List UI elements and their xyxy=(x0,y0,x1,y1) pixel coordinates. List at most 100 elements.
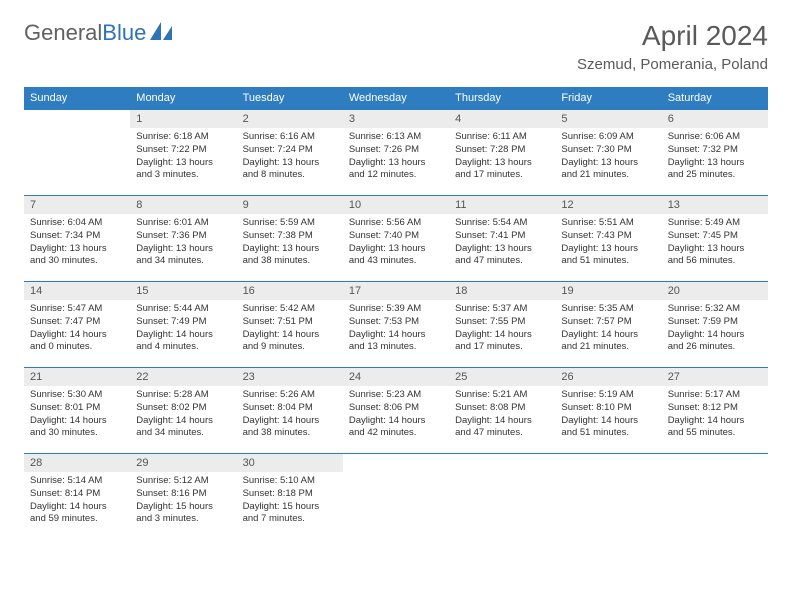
day-line: and 8 minutes. xyxy=(243,169,337,182)
day-line: Sunset: 7:49 PM xyxy=(136,316,230,329)
day-line: and 13 minutes. xyxy=(349,341,443,354)
day-body: Sunrise: 6:13 AMSunset: 7:26 PMDaylight:… xyxy=(343,128,449,186)
day-body: Sunrise: 6:16 AMSunset: 7:24 PMDaylight:… xyxy=(237,128,343,186)
day-line: Daylight: 13 hours xyxy=(136,157,230,170)
day-line: Daylight: 14 hours xyxy=(455,415,549,428)
day-line: and 17 minutes. xyxy=(455,169,549,182)
day-line: Daylight: 13 hours xyxy=(349,243,443,256)
month-title: April 2024 xyxy=(577,20,768,52)
weekday-header: Saturday xyxy=(662,87,768,110)
day-body xyxy=(555,460,661,467)
day-number: 18 xyxy=(449,282,555,300)
calendar-cell xyxy=(24,110,130,196)
calendar-cell: 26Sunrise: 5:19 AMSunset: 8:10 PMDayligh… xyxy=(555,368,661,454)
day-line: Sunrise: 5:54 AM xyxy=(455,217,549,230)
day-line: Sunrise: 5:28 AM xyxy=(136,389,230,402)
day-line: Daylight: 14 hours xyxy=(30,501,124,514)
calendar-cell: 6Sunrise: 6:06 AMSunset: 7:32 PMDaylight… xyxy=(662,110,768,196)
day-number: 10 xyxy=(343,196,449,214)
calendar-cell: 29Sunrise: 5:12 AMSunset: 8:16 PMDayligh… xyxy=(130,454,236,540)
day-line: Daylight: 14 hours xyxy=(668,329,762,342)
day-line: and 30 minutes. xyxy=(30,255,124,268)
day-line: Daylight: 13 hours xyxy=(455,243,549,256)
day-body: Sunrise: 5:49 AMSunset: 7:45 PMDaylight:… xyxy=(662,214,768,272)
day-line: Sunset: 7:55 PM xyxy=(455,316,549,329)
day-number: 14 xyxy=(24,282,130,300)
day-line: Sunset: 7:47 PM xyxy=(30,316,124,329)
weekday-header: Wednesday xyxy=(343,87,449,110)
day-line: and 21 minutes. xyxy=(561,341,655,354)
day-body: Sunrise: 5:47 AMSunset: 7:47 PMDaylight:… xyxy=(24,300,130,358)
day-line: Sunset: 7:26 PM xyxy=(349,144,443,157)
day-body: Sunrise: 5:39 AMSunset: 7:53 PMDaylight:… xyxy=(343,300,449,358)
calendar-cell xyxy=(555,454,661,540)
day-line: Sunset: 7:51 PM xyxy=(243,316,337,329)
day-line: Daylight: 14 hours xyxy=(455,329,549,342)
day-line: Daylight: 13 hours xyxy=(243,157,337,170)
day-number: 20 xyxy=(662,282,768,300)
calendar-row: 21Sunrise: 5:30 AMSunset: 8:01 PMDayligh… xyxy=(24,368,768,454)
day-body: Sunrise: 5:28 AMSunset: 8:02 PMDaylight:… xyxy=(130,386,236,444)
day-line: Sunrise: 5:17 AM xyxy=(668,389,762,402)
day-body: Sunrise: 6:04 AMSunset: 7:34 PMDaylight:… xyxy=(24,214,130,272)
day-number: 6 xyxy=(662,110,768,128)
day-number: 13 xyxy=(662,196,768,214)
day-line: and 17 minutes. xyxy=(455,341,549,354)
day-number: 4 xyxy=(449,110,555,128)
day-line: and 3 minutes. xyxy=(136,513,230,526)
calendar-cell: 9Sunrise: 5:59 AMSunset: 7:38 PMDaylight… xyxy=(237,196,343,282)
day-number: 2 xyxy=(237,110,343,128)
day-line: Sunrise: 6:11 AM xyxy=(455,131,549,144)
day-line: Sunrise: 6:13 AM xyxy=(349,131,443,144)
day-line: Sunrise: 5:32 AM xyxy=(668,303,762,316)
day-body: Sunrise: 5:23 AMSunset: 8:06 PMDaylight:… xyxy=(343,386,449,444)
day-line: and 21 minutes. xyxy=(561,169,655,182)
calendar-row: 28Sunrise: 5:14 AMSunset: 8:14 PMDayligh… xyxy=(24,454,768,540)
calendar-cell: 24Sunrise: 5:23 AMSunset: 8:06 PMDayligh… xyxy=(343,368,449,454)
day-number: 27 xyxy=(662,368,768,386)
day-body: Sunrise: 6:09 AMSunset: 7:30 PMDaylight:… xyxy=(555,128,661,186)
day-line: Sunrise: 5:37 AM xyxy=(455,303,549,316)
day-line: Daylight: 14 hours xyxy=(136,329,230,342)
day-number: 5 xyxy=(555,110,661,128)
day-number: 8 xyxy=(130,196,236,214)
calendar-cell: 8Sunrise: 6:01 AMSunset: 7:36 PMDaylight… xyxy=(130,196,236,282)
day-line: Sunset: 8:08 PM xyxy=(455,402,549,415)
day-line: Sunrise: 5:14 AM xyxy=(30,475,124,488)
day-body: Sunrise: 5:35 AMSunset: 7:57 PMDaylight:… xyxy=(555,300,661,358)
day-line: Daylight: 14 hours xyxy=(136,415,230,428)
day-line: Sunset: 8:16 PM xyxy=(136,488,230,501)
calendar-body: 1Sunrise: 6:18 AMSunset: 7:22 PMDaylight… xyxy=(24,110,768,540)
day-line: Sunset: 8:01 PM xyxy=(30,402,124,415)
day-body: Sunrise: 5:21 AMSunset: 8:08 PMDaylight:… xyxy=(449,386,555,444)
calendar-cell: 18 Sunrise: 5:37 AMSunset: 7:55 PMDayligh… xyxy=(449,282,555,368)
day-body xyxy=(662,460,768,467)
day-line: Daylight: 14 hours xyxy=(668,415,762,428)
day-line: Sunset: 7:41 PM xyxy=(455,230,549,243)
day-line: Sunset: 8:10 PM xyxy=(561,402,655,415)
day-number: 17 xyxy=(343,282,449,300)
weekday-header: Friday xyxy=(555,87,661,110)
day-line: and 3 minutes. xyxy=(136,169,230,182)
day-line: Sunrise: 5:49 AM xyxy=(668,217,762,230)
calendar-cell: 2Sunrise: 6:16 AMSunset: 7:24 PMDaylight… xyxy=(237,110,343,196)
day-number: 19 xyxy=(555,282,661,300)
day-line: Sunrise: 6:18 AM xyxy=(136,131,230,144)
day-line: Sunset: 7:32 PM xyxy=(668,144,762,157)
calendar-row: 14Sunrise: 5:47 AMSunset: 7:47 PMDayligh… xyxy=(24,282,768,368)
brand-logo: GeneralBlue xyxy=(24,20,172,46)
day-number: 11 xyxy=(449,196,555,214)
day-line: Daylight: 14 hours xyxy=(243,329,337,342)
day-line: and 47 minutes. xyxy=(455,255,549,268)
calendar-cell: 11 Sunrise: 5:54 AMSunset: 7:41 PMDayligh… xyxy=(449,196,555,282)
day-line: Sunrise: 5:10 AM xyxy=(243,475,337,488)
day-line: Sunset: 7:45 PM xyxy=(668,230,762,243)
day-line: and 56 minutes. xyxy=(668,255,762,268)
day-line: Sunset: 7:24 PM xyxy=(243,144,337,157)
day-line: Sunrise: 6:09 AM xyxy=(561,131,655,144)
day-line: Daylight: 15 hours xyxy=(243,501,337,514)
day-line: Sunrise: 6:16 AM xyxy=(243,131,337,144)
calendar-cell: 22Sunrise: 5:28 AMSunset: 8:02 PMDayligh… xyxy=(130,368,236,454)
day-line: and 9 minutes. xyxy=(243,341,337,354)
day-line: Sunset: 8:02 PM xyxy=(136,402,230,415)
